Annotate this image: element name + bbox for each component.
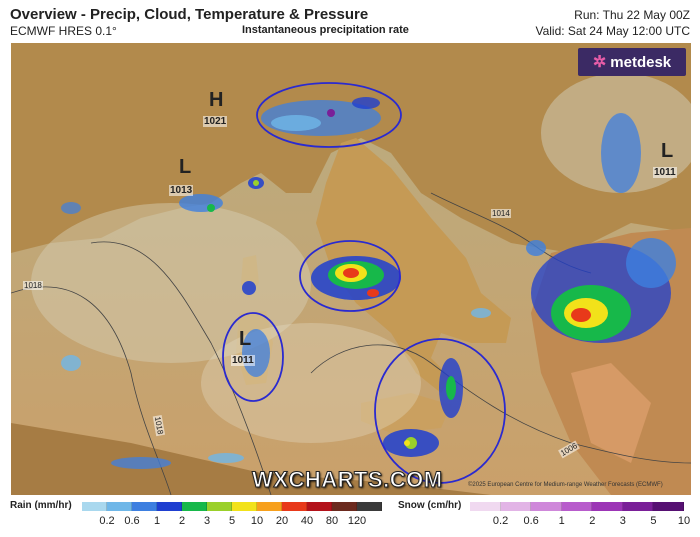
- map-canvas: [11, 43, 691, 495]
- rain-tick-label: 0.2: [99, 515, 115, 527]
- greece-warm: [571, 363, 651, 463]
- pressure-low-label: L: [179, 156, 192, 178]
- snow-swatch: [592, 502, 623, 511]
- snow-tick-label: 0.6: [523, 515, 539, 527]
- isobar-line: [310, 344, 691, 464]
- metdesk-star-icon: ✲: [592, 54, 607, 71]
- rain-swatch: [232, 502, 257, 511]
- chart-header: Overview - Precip, Cloud, Temperature & …: [0, 0, 700, 46]
- data-credit: ©2025 European Centre for Medium-range W…: [468, 482, 663, 488]
- weather-map: H 1021 L 1013 L 1011 L 1011 1018 1018 10…: [11, 43, 691, 495]
- snow-swatch: [622, 502, 654, 511]
- highlight-circle-sicily: [374, 338, 506, 484]
- snow-tick-label: 5: [650, 515, 657, 527]
- rain-tick-label: 80: [325, 515, 339, 527]
- cloud-band-south: [201, 323, 421, 443]
- pressure-low-label: L: [239, 328, 252, 350]
- chart-subtitle: Instantaneous precipitation rate: [242, 24, 409, 36]
- snow-tick-label: 10: [677, 515, 691, 527]
- rain-tick-label: 10: [250, 515, 264, 527]
- rain-swatch: [107, 502, 132, 511]
- pressure-low-label: L: [661, 140, 674, 162]
- rain-tick-label: 3: [203, 515, 211, 527]
- metdesk-logo: ✲ metdesk: [578, 48, 686, 76]
- rain-tick-label: 1: [153, 515, 161, 527]
- pressure-high-value: 1021: [203, 116, 228, 127]
- precip-south-france: [61, 177, 264, 214]
- isobar-label: 1014: [491, 209, 511, 218]
- watermark: WXCHARTS.COM: [252, 467, 443, 493]
- pressure-low-value: 1011: [231, 355, 255, 366]
- highlight-circle-alps: [256, 82, 402, 148]
- precip-sicily-calabria: [383, 308, 491, 457]
- rain-swatch: [132, 502, 157, 511]
- italy-peninsula: [316, 138, 511, 393]
- precip-central-italy: [311, 256, 401, 300]
- snow-tick-label: 0.2: [492, 515, 509, 527]
- snow-swatch: [470, 502, 501, 511]
- snow-swatch: [561, 502, 593, 511]
- north-africa: [11, 423, 491, 495]
- sicily: [361, 393, 451, 433]
- highlight-circle-sardinia: [222, 312, 284, 402]
- cloud-band-west: [31, 203, 311, 363]
- rain-tick-label: 40: [300, 515, 314, 527]
- snow-tick-label: 1: [558, 515, 565, 527]
- pressure-low-value: 1011: [653, 167, 677, 178]
- pressure-high-label: H: [209, 89, 224, 111]
- rain-legend-title: Rain (mm/hr): [10, 500, 72, 511]
- highlight-circle-central-italy: [299, 240, 401, 312]
- snow-swatch: [653, 502, 685, 511]
- logo-text: metdesk: [610, 53, 672, 71]
- chart-title: Overview - Precip, Cloud, Temperature & …: [10, 6, 369, 23]
- legend: Rain (mm/hr) 0.2 0.6 1 2 3 5 10 20 40 80 120 Snow …: [0, 495, 700, 537]
- rain-swatch: [357, 502, 382, 511]
- snow-swatch: [531, 502, 562, 511]
- rain-swatch: [282, 502, 307, 511]
- rain-swatch: [307, 502, 332, 511]
- isobar-line: [90, 241, 272, 495]
- precip-north-africa: [61, 355, 244, 469]
- rain-tick-label: 0.6: [124, 515, 140, 527]
- rain-tick-label: 20: [275, 515, 289, 527]
- rain-tick-label: 2: [178, 515, 186, 527]
- rain-swatch: [257, 502, 282, 511]
- rain-swatch: [82, 502, 107, 511]
- snow-legend-title: Snow (cm/hr): [398, 500, 462, 511]
- rain-color-bar: [82, 502, 382, 511]
- rain-tick-label: 120: [347, 515, 367, 527]
- valid-time: Valid: Sat 24 May 12:00 UTC: [535, 24, 690, 38]
- rain-swatch: [207, 502, 232, 511]
- snow-swatch: [500, 502, 532, 511]
- precip-alps: [261, 97, 381, 136]
- run-time: Run: Thu 22 May 00Z: [574, 8, 690, 22]
- rain-swatch: [157, 502, 182, 511]
- rain-tick-label: 5: [228, 515, 236, 527]
- isobar-label: 1018: [23, 281, 43, 290]
- snow-tick-label: 3: [619, 515, 626, 527]
- precip-balkans: [526, 113, 676, 343]
- snow-color-bar: [470, 502, 685, 511]
- rain-swatch: [332, 502, 357, 511]
- rain-swatch: [182, 502, 207, 511]
- pressure-low-value: 1013: [169, 185, 194, 196]
- snow-tick-label: 2: [589, 515, 596, 527]
- model-name: ECMWF HRES 0.1°: [10, 24, 117, 38]
